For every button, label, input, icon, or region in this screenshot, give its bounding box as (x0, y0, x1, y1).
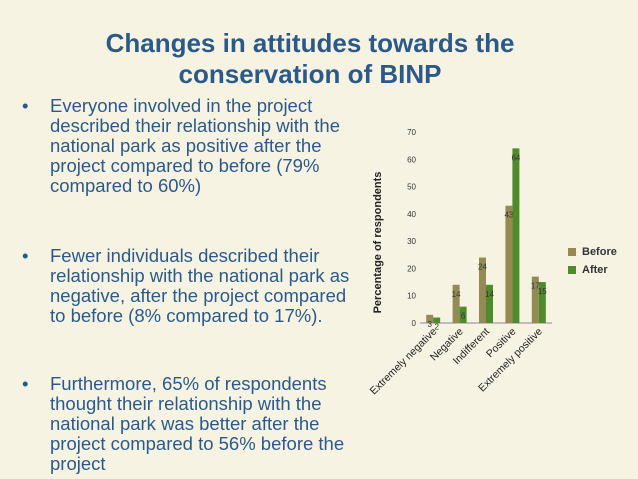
data-label: 2 (434, 323, 439, 332)
bullet-text: Everyone involved in the project describ… (50, 95, 340, 196)
bullet-item: • Everyone involved in the project descr… (22, 96, 362, 196)
bullet-item: • Fewer individuals described their rela… (22, 246, 362, 326)
legend-swatch-before (568, 248, 576, 256)
title-line-1: Changes in attitudes towards the (105, 28, 515, 58)
data-label: 15 (538, 287, 547, 296)
bar-before (531, 276, 539, 323)
chart-legend: Before After (568, 246, 617, 282)
bullet-symbol: • (22, 95, 29, 116)
data-label: 6 (461, 312, 466, 321)
bar-before (426, 314, 434, 323)
y-tick-label: 20 (407, 264, 416, 273)
y-tick-label: 60 (407, 155, 416, 164)
title-line-2: conservation of BINP (178, 59, 442, 89)
bullet-text: Furthermore, 65% of respondents thought … (50, 373, 345, 474)
bar-after (486, 284, 493, 323)
data-label: 14 (485, 290, 494, 299)
legend-label-after: After (582, 264, 608, 276)
bullet-symbol: • (22, 245, 29, 266)
data-label: 14 (452, 290, 461, 299)
data-label: 24 (478, 263, 487, 272)
data-label: 64 (511, 153, 520, 162)
slide-title: Changes in attitudes towards the conserv… (60, 28, 560, 90)
legend-swatch-after (568, 266, 576, 274)
bar-chart: 0 10 20 30 40 50 60 70 Percentage of respondents… (368, 128, 552, 398)
bullet-text: Fewer individuals described their relati… (50, 245, 350, 326)
y-tick-label: 30 (407, 237, 416, 246)
y-tick-label: 50 (407, 183, 416, 192)
x-tick-label: Extremely negative (368, 326, 440, 398)
bar-after (459, 306, 467, 323)
data-label: 43 (504, 211, 513, 220)
legend-item-after: After (568, 264, 617, 276)
bar-after (433, 317, 441, 323)
legend-item-before: Before (568, 246, 617, 258)
data-label: 17 (531, 282, 540, 291)
y-tick-label: 0 (412, 319, 417, 328)
bar-after (538, 282, 546, 323)
bar-before (479, 257, 486, 323)
bullet-symbol: • (22, 373, 29, 394)
legend-label-before: Before (582, 246, 617, 258)
y-tick-label: 10 (407, 292, 416, 301)
bar-before (505, 205, 513, 323)
bar-after (512, 148, 520, 323)
y-tick-label: 70 (407, 128, 416, 137)
y-axis-title: Percentage of respondents (372, 172, 384, 314)
bar-before (452, 284, 460, 323)
bullet-item: • Furthermore, 65% of respondents though… (22, 374, 362, 474)
y-tick-label: 40 (407, 210, 416, 219)
data-label: 3 (427, 320, 432, 329)
